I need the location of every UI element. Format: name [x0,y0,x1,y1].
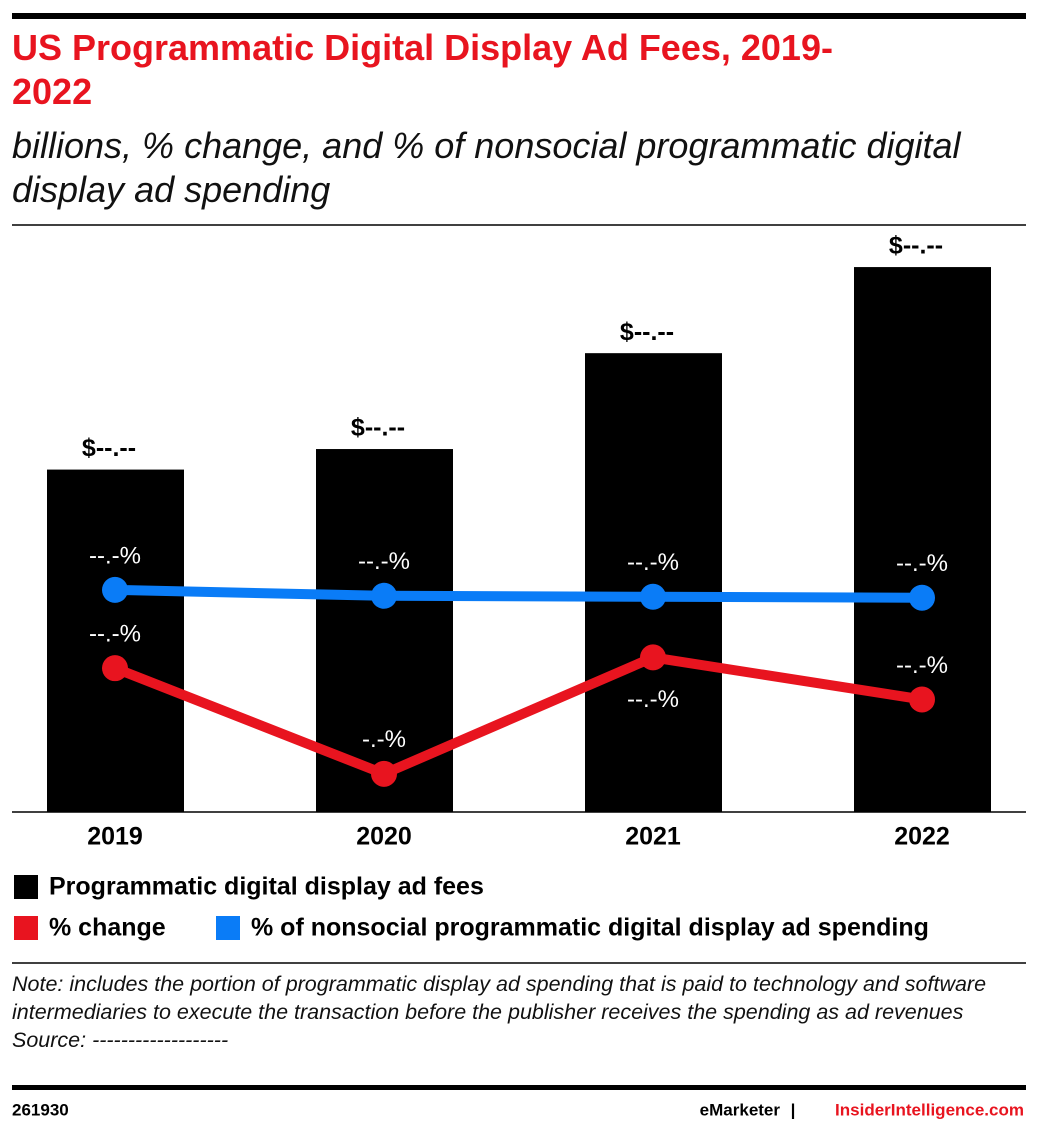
line-point [371,582,397,609]
note-block: Note: includes the portion of programmat… [12,970,1012,1054]
line-point [102,655,128,682]
bar-value-label: $--.-- [82,434,136,462]
bar [585,353,722,812]
line-value-label: --.-% [89,542,141,569]
footer-site: InsiderIntelligence.com [835,1100,1024,1119]
footer-id: 261930 [12,1100,69,1119]
footer-brand: eMarketer [700,1100,781,1119]
line-value-label: -.-% [362,726,406,753]
legend-label: % of nonsocial programmatic digital disp… [251,914,929,942]
legend-swatch [216,916,240,940]
bar-value-label: $--.-- [889,232,943,260]
x-tick-label: 2020 [356,823,412,851]
line-value-label: --.-% [358,548,410,575]
legend-label: Programmatic digital display ad fees [49,873,484,901]
source: Source: ------------------- [12,1028,229,1052]
line-point [640,583,666,610]
line-point [102,576,128,603]
x-tick-label: 2019 [87,823,143,851]
line-point [371,760,397,787]
line-point [640,644,666,671]
bar [854,267,991,812]
line-value-label: --.-% [627,549,679,576]
footer-separator: | [791,1100,796,1119]
x-tick-label: 2021 [625,823,681,851]
legend-label: % change [49,914,166,942]
legend-swatch [14,916,38,940]
chart-subtitle: billions, % change, and % of nonsocial p… [12,125,961,210]
line-point [909,584,935,611]
bar [47,469,184,812]
line [113,652,923,779]
bar-value-label: $--.-- [620,318,674,346]
line-value-label: --.-% [896,550,948,577]
line-point [909,686,935,713]
x-tick-label: 2022 [894,823,950,851]
note: Note: includes the portion of programmat… [12,972,987,1024]
line-value-label: --.-% [89,621,141,648]
bar-value-label: $--.-- [351,414,405,442]
chart-title: US Programmatic Digital Display Ad Fees,… [12,27,833,112]
top-rule [12,13,1026,19]
footer-rule [12,1085,1026,1090]
line-value-label: --.-% [896,652,948,679]
line-value-label: --.-% [627,686,679,713]
line [114,584,923,603]
legend-swatch [14,875,38,899]
